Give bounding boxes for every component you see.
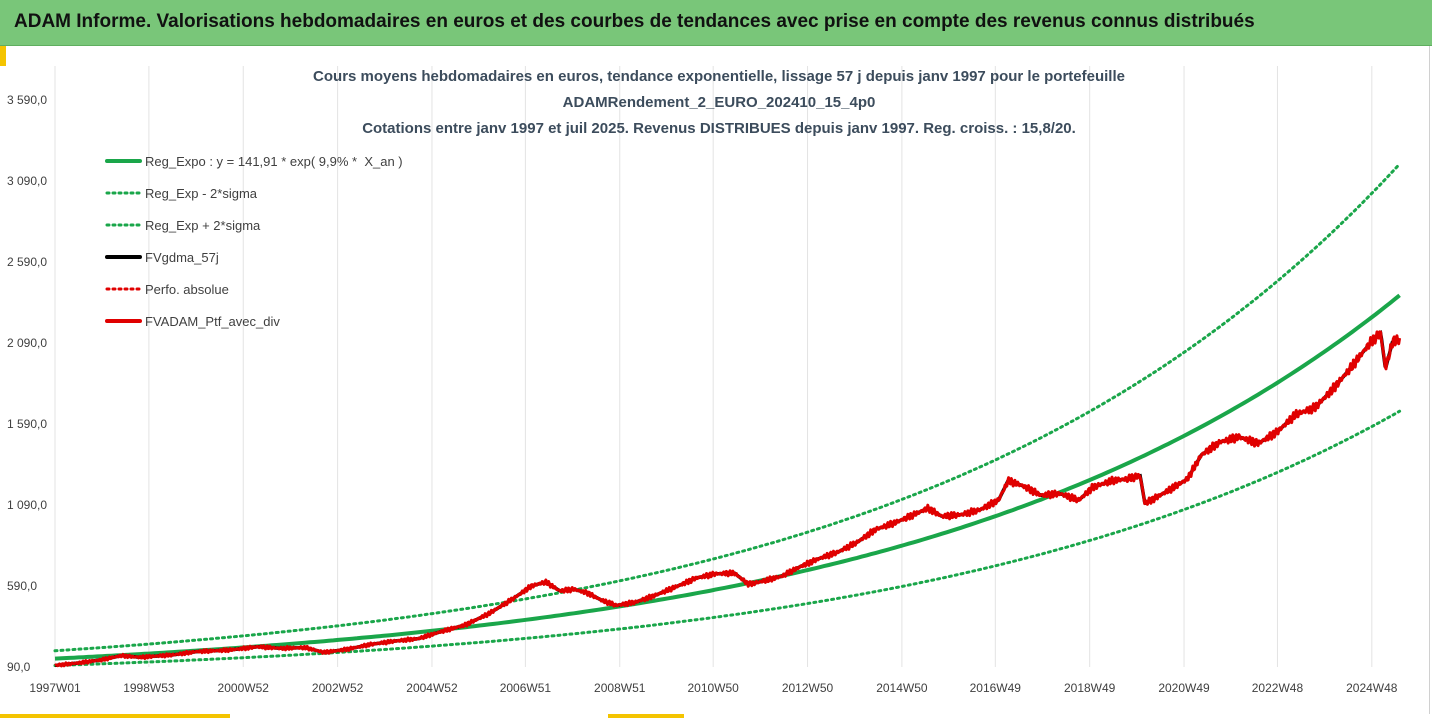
- chart-title-line-1: Cours moyens hebdomadaires en euros, ten…: [313, 68, 1125, 85]
- y-tick-label: 90,0: [7, 660, 31, 674]
- y-tick-label: 3 590,0: [7, 93, 47, 107]
- x-tick-label: 2014W50: [876, 681, 928, 695]
- legend-label: Reg_Exp - 2*sigma: [145, 186, 258, 201]
- x-tick-label: 2006W51: [500, 681, 552, 695]
- series-trend-expo: [54, 293, 1401, 661]
- legend-label: FVADAM_Ptf_avec_div: [145, 314, 280, 329]
- y-tick-label: 2 590,0: [7, 255, 47, 269]
- page-title: ADAM Informe. Valorisations hebdomadaire…: [14, 11, 1255, 32]
- chart-title: Cours moyens hebdomadaires en euros, ten…: [313, 68, 1125, 137]
- chart-area: Cours moyens hebdomadaires en euros, ten…: [2, 46, 1430, 714]
- x-tick-label: 2004W52: [406, 681, 458, 695]
- legend-label: Reg_Exp + 2*sigma: [145, 218, 261, 233]
- x-tick-label: 2022W48: [1252, 681, 1304, 695]
- series-trend-minus-2sigma: [53, 409, 1402, 667]
- chart-svg: Cours moyens hebdomadaires en euros, ten…: [7, 66, 1402, 695]
- legend-label: Reg_Expo : y = 141,91 * exp( 9,9% * X_an…: [145, 154, 403, 169]
- y-tick-label: 3 090,0: [7, 174, 47, 188]
- x-tick-label: 2012W50: [782, 681, 834, 695]
- x-tick-label: 2024W48: [1346, 681, 1398, 695]
- legend: Reg_Expo : y = 141,91 * exp( 9,9% * X_an…: [105, 154, 403, 329]
- x-axis-ticks: 1997W01 1998W53 2000W52 2002W52 2004W52 2006W…: [29, 681, 1397, 695]
- y-tick-label: 1 090,0: [7, 498, 47, 512]
- x-tick-label: 2010W50: [687, 681, 739, 695]
- chart-title-line-2: ADAMRendement_2_EURO_202410_15_4p0: [563, 94, 876, 111]
- accent-bar-bottom-mid: [608, 714, 684, 718]
- x-tick-label: 2018W49: [1064, 681, 1116, 695]
- accent-bar-bottom: [0, 714, 230, 718]
- series: [53, 162, 1402, 668]
- legend-label: FVgdma_57j: [145, 250, 219, 265]
- page-banner: ADAM Informe. Valorisations hebdomadaire…: [0, 0, 1432, 46]
- x-tick-label: 1997W01: [29, 681, 81, 695]
- series-trend-plus-2sigma: [53, 162, 1402, 653]
- legend-label: Perfo. absolue: [145, 282, 229, 297]
- x-tick-label: 2008W51: [594, 681, 646, 695]
- y-axis-ticks: 90,0 590,0 1 090,0 1 590,0 2 090,0 2 590,0 3 0…: [7, 93, 47, 674]
- x-tick-label: 2002W52: [312, 681, 364, 695]
- chart-title-line-3: Cotations entre janv 1997 et juil 2025. …: [362, 120, 1076, 137]
- x-tick-label: 2000W52: [218, 681, 270, 695]
- y-tick-label: 2 090,0: [7, 336, 47, 350]
- x-tick-label: 2020W49: [1158, 681, 1210, 695]
- accent-bar-left: [0, 46, 6, 66]
- x-tick-label: 1998W53: [123, 681, 175, 695]
- x-tick-label: 2016W49: [970, 681, 1022, 695]
- series-fvadam-ptf-avec-div: [54, 330, 1402, 668]
- y-tick-label: 1 590,0: [7, 417, 47, 431]
- y-tick-label: 590,0: [7, 579, 37, 593]
